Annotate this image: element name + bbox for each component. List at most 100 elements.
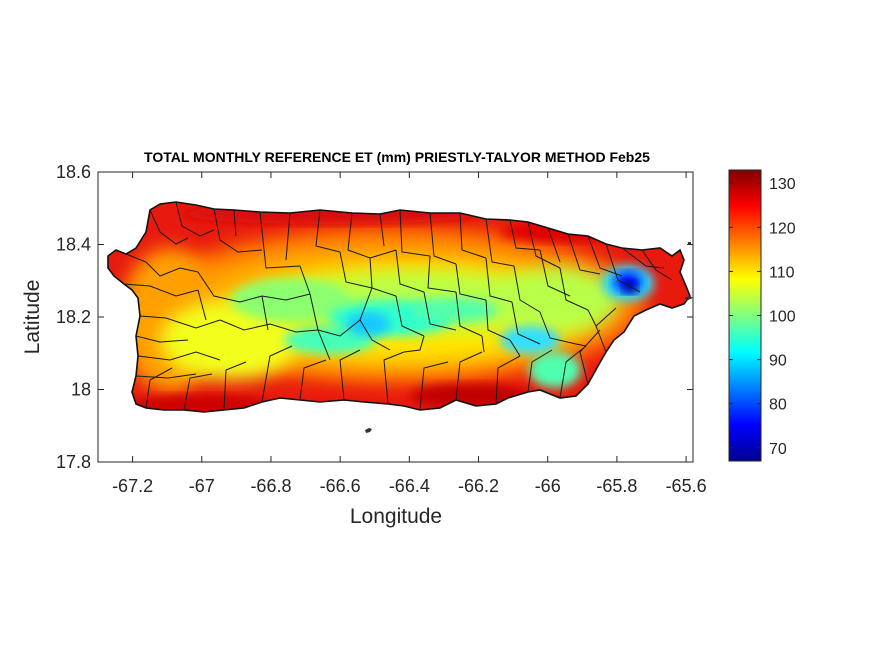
municipality-boundary — [379, 213, 385, 247]
colorbar-gradient — [728, 169, 762, 462]
municipality-boundary — [139, 315, 221, 329]
x-tick-label: -67.2 — [112, 476, 153, 496]
plot-axes: -67.2 -67 -66.8 -66.6 -66.4 -66.2 -66 -65.8 -65.… — [56, 162, 707, 496]
municipality-boundary — [509, 219, 541, 251]
municipality-boundary — [575, 343, 587, 347]
heat-blob — [160, 300, 300, 380]
municipality-boundary — [605, 243, 641, 293]
x-tick-label: -65.8 — [596, 476, 637, 496]
municipality-boundary — [455, 263, 487, 301]
municipality-boundary — [495, 355, 521, 405]
colorbar-tick-label: 110 — [769, 264, 795, 281]
municipality-boundary — [527, 221, 561, 269]
municipality-boundary — [223, 361, 247, 411]
island-outline — [107, 201, 691, 413]
municipality-boundary — [559, 345, 587, 399]
municipality-boundary — [145, 367, 173, 409]
y-axis-label: Latitude — [21, 280, 44, 355]
municipality-boundary — [485, 257, 513, 303]
x-tick-label: -66.8 — [250, 476, 291, 496]
municipality-boundary — [485, 218, 515, 267]
municipality-boundary — [641, 249, 673, 281]
et-heat-field — [108, 202, 690, 412]
municipality-boundary — [137, 351, 221, 361]
municipality-boundary — [135, 335, 189, 343]
x-tick-label: -66 — [535, 476, 561, 496]
municipality-boundary — [423, 291, 457, 331]
municipality-boundary — [123, 283, 199, 297]
municipality-boundary — [261, 295, 269, 331]
municipality-boundary — [197, 271, 311, 303]
x-tick-label: -66.6 — [320, 476, 361, 496]
municipality-boundary — [513, 265, 541, 313]
municipality-boundary — [339, 251, 373, 289]
municipality-boundary — [317, 319, 361, 337]
colorbar-tick-label: 100 — [769, 309, 796, 326]
vieques-island-tip — [684, 296, 693, 300]
municipality-boundary — [183, 373, 213, 411]
municipality-boundary — [567, 233, 601, 275]
municipality-boundary — [197, 289, 207, 321]
heat-blob — [346, 312, 390, 336]
municipality-boundary — [459, 212, 487, 259]
heat-blob — [230, 278, 350, 322]
colorbar-tick-label: 80 — [769, 397, 787, 414]
y-axis-ticks: 17.8 18 18.2 18.4 18.6 — [56, 162, 693, 472]
municipality-boundary — [299, 265, 311, 295]
municipality-boundary — [455, 291, 483, 337]
colorbar-tick-label: 70 — [769, 441, 787, 458]
colorbar-tick-label: 90 — [769, 353, 787, 370]
colorbar-tick-label: 120 — [769, 220, 796, 237]
municipality-boundary — [135, 373, 197, 379]
caja-de-muertos-island — [365, 428, 372, 433]
x-tick-label: -67 — [189, 476, 215, 496]
y-tick-label: 18.2 — [56, 307, 91, 327]
municipality-boundary — [485, 299, 511, 341]
municipality-boundary — [149, 209, 189, 245]
municipality-boundary — [621, 247, 665, 269]
y-tick-label: 17.8 — [56, 452, 91, 472]
municipality-boundary — [511, 301, 541, 345]
municipality-boundary — [347, 212, 397, 259]
municipality-boundary — [299, 359, 327, 401]
y-tick-label: 18 — [71, 380, 91, 400]
heat-blob — [529, 352, 581, 388]
x-axis-ticks: -67.2 -67 -66.8 -66.6 -66.4 -66.2 -66 -65.8 -65.… — [112, 172, 707, 496]
municipality-boundary — [383, 351, 405, 405]
municipality-boundary — [395, 249, 425, 293]
municipality-boundary — [527, 349, 553, 393]
heat-blob — [284, 326, 376, 354]
municipality-boundary — [399, 209, 431, 257]
municipality-boundaries — [123, 201, 673, 411]
municipality-boundary — [539, 249, 571, 297]
x-tick-label: -66.2 — [458, 476, 499, 496]
municipality-boundary — [403, 335, 425, 353]
municipality-boundary — [213, 208, 263, 253]
colorbar-ticks: 70 80 90 100 110 120 130 — [729, 176, 796, 458]
municipality-boundary — [285, 212, 291, 261]
municipality-boundary — [587, 309, 597, 327]
y-tick-label: 18.4 — [56, 235, 91, 255]
colorbar: 70 80 90 100 110 120 130 — [728, 169, 796, 462]
municipality-boundary — [455, 351, 483, 401]
heat-blob — [500, 268, 620, 332]
municipality-boundary — [315, 209, 341, 253]
municipality-boundary — [509, 339, 521, 357]
municipality-boundary — [125, 253, 199, 277]
municipality-boundary — [547, 227, 561, 263]
municipality-boundary — [419, 361, 449, 411]
municipality-boundary — [219, 319, 319, 333]
heat-blobs — [120, 204, 654, 412]
municipality-boundary — [481, 335, 485, 353]
x-axis-label: Longitude — [350, 505, 442, 528]
colorbar-tick-label: 130 — [769, 176, 796, 193]
chart-title: TOTAL MONTHLY REFERENCE ET (mm) PRIESTLY… — [144, 149, 650, 165]
x-tick-label: -66.4 — [389, 476, 430, 496]
municipality-boundary — [559, 267, 589, 311]
municipality-boundary — [233, 209, 237, 237]
municipality-boundary — [359, 287, 391, 351]
municipality-boundary — [259, 211, 301, 269]
municipality-boundary — [429, 212, 457, 265]
municipality-boundary — [587, 235, 623, 277]
